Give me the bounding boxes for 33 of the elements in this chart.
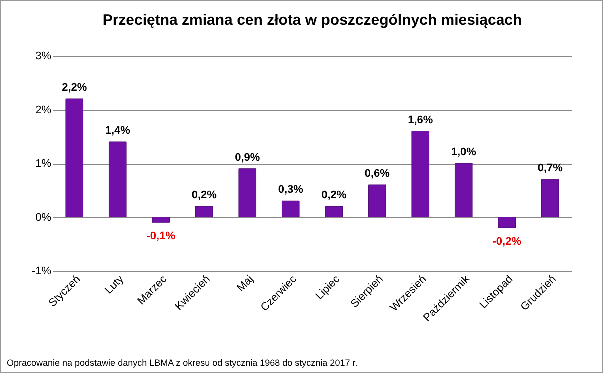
- data-label: 0,9%: [235, 152, 260, 164]
- data-label: -0,1%: [146, 230, 176, 243]
- data-label: 0,2%: [322, 190, 347, 202]
- bar: [195, 206, 214, 218]
- data-label: 0,7%: [538, 162, 564, 175]
- bar: [325, 206, 344, 218]
- data-label: 0,6%: [364, 168, 390, 180]
- x-tick-label: Luty: [103, 273, 127, 297]
- bar: [282, 200, 300, 218]
- y-tick-label: -1%: [32, 266, 52, 278]
- y-tick-label: 2%: [36, 104, 52, 116]
- bar: [238, 168, 257, 218]
- bar: [108, 142, 127, 218]
- chart-title: Przeciętna zmiana cen złota w poszczególnych miesiącach: [102, 12, 522, 29]
- y-tick-label: 0%: [36, 212, 52, 224]
- bar: [152, 217, 170, 223]
- y-tick-label: 3%: [36, 50, 52, 62]
- bar: [412, 131, 430, 218]
- data-label: 0,2%: [192, 190, 218, 202]
- text: Opracowanie na podstawie danych LBMA z okresu od stycznia 1968 do stycznia 2017 r.: [7, 358, 358, 368]
- y-tick-label: 1%: [36, 158, 52, 170]
- bar: [66, 98, 84, 218]
- bar: [454, 163, 473, 218]
- bar: [498, 217, 516, 228]
- data-label: 1,4%: [105, 125, 131, 137]
- data-label: 1,0%: [451, 146, 477, 158]
- data-label: 1,6%: [408, 114, 434, 126]
- bar: [368, 184, 386, 218]
- data-label: -0,2%: [492, 236, 522, 248]
- data-label: 0,3%: [278, 184, 304, 196]
- data-label: 2,2%: [62, 82, 88, 94]
- bar: [541, 179, 560, 218]
- x-tick-label: Maj: [235, 274, 256, 295]
